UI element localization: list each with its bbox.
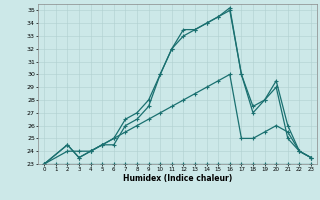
X-axis label: Humidex (Indice chaleur): Humidex (Indice chaleur) [123,174,232,183]
